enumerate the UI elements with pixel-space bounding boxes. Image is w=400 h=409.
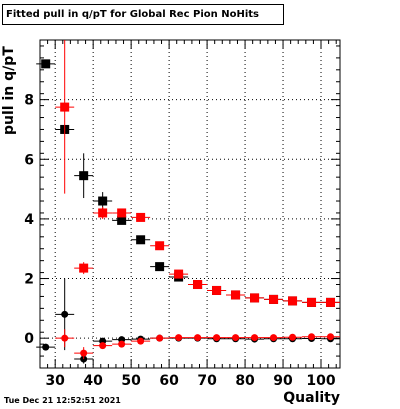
square-marker bbox=[79, 171, 89, 181]
data-point bbox=[264, 334, 284, 342]
circle-marker bbox=[118, 340, 126, 348]
data-point bbox=[112, 340, 132, 348]
square-marker bbox=[155, 241, 165, 251]
data-marks bbox=[36, 40, 340, 364]
circle-marker bbox=[137, 337, 145, 345]
chart-title: Fitted pull in q/pT for Global Rec Pion … bbox=[2, 4, 284, 25]
circle-marker bbox=[213, 334, 221, 342]
x-tick-label: 90 bbox=[273, 373, 293, 389]
data-point bbox=[55, 329, 75, 348]
circle-marker bbox=[289, 333, 297, 341]
data-point bbox=[245, 293, 265, 303]
data-point bbox=[74, 262, 94, 275]
circle-marker bbox=[80, 349, 88, 357]
square-marker bbox=[117, 208, 127, 218]
grid-lines bbox=[40, 40, 340, 368]
data-point bbox=[226, 334, 246, 342]
square-marker bbox=[174, 269, 184, 279]
data-point bbox=[302, 297, 322, 307]
y-tick-label: 8 bbox=[24, 93, 34, 109]
circle-marker bbox=[99, 342, 107, 350]
x-tick-label: 40 bbox=[83, 373, 103, 389]
circle-marker bbox=[194, 334, 202, 342]
square-marker bbox=[326, 297, 336, 307]
data-point bbox=[302, 333, 322, 341]
square-marker bbox=[79, 263, 89, 273]
square-marker bbox=[41, 59, 51, 69]
square-marker bbox=[212, 285, 222, 295]
data-point bbox=[207, 334, 227, 342]
circle-marker bbox=[327, 333, 335, 341]
y-tick-label: 2 bbox=[24, 272, 34, 288]
data-point bbox=[93, 206, 113, 219]
square-marker bbox=[231, 290, 241, 300]
axis-ticks bbox=[39, 40, 340, 369]
data-point bbox=[188, 280, 208, 290]
square-marker bbox=[98, 208, 108, 218]
data-point bbox=[188, 334, 208, 342]
square-marker bbox=[60, 102, 70, 112]
data-point bbox=[283, 296, 303, 306]
square-marker bbox=[307, 297, 317, 307]
circle-marker bbox=[270, 334, 278, 342]
circle-marker bbox=[232, 334, 240, 342]
data-point bbox=[226, 290, 246, 300]
y-axis-label: pull in q/pT bbox=[1, 46, 17, 135]
data-point bbox=[131, 235, 151, 245]
x-tick-label: 50 bbox=[121, 373, 141, 389]
data-point bbox=[93, 342, 113, 350]
square-marker bbox=[250, 293, 260, 303]
data-point bbox=[321, 333, 340, 341]
data-point bbox=[131, 337, 151, 345]
x-tick-label: 70 bbox=[197, 373, 217, 389]
y-tick-label: 4 bbox=[24, 212, 34, 228]
tick-labels: 30 40 50 60 70 80 90 100 0 2 4 6 8 bbox=[24, 93, 336, 389]
data-point bbox=[74, 347, 94, 360]
circle-marker bbox=[251, 334, 259, 342]
circle-marker bbox=[175, 334, 183, 342]
x-tick-label: 100 bbox=[306, 373, 335, 389]
square-marker bbox=[193, 280, 203, 290]
data-point bbox=[112, 215, 132, 225]
square-marker bbox=[155, 262, 165, 272]
data-point bbox=[207, 285, 227, 295]
circle-marker bbox=[42, 343, 50, 351]
data-point bbox=[169, 269, 189, 279]
data-point bbox=[169, 334, 189, 342]
data-point bbox=[112, 208, 132, 218]
y-tick-label: 6 bbox=[24, 152, 34, 168]
data-point bbox=[283, 333, 303, 341]
square-marker bbox=[117, 215, 127, 225]
x-tick-label: 80 bbox=[235, 373, 255, 389]
x-axis-label: Quality bbox=[283, 390, 340, 406]
circle-marker bbox=[61, 334, 69, 342]
data-point bbox=[264, 294, 284, 304]
data-point bbox=[150, 334, 170, 342]
plot-frame bbox=[39, 39, 341, 369]
square-marker bbox=[269, 294, 279, 304]
data-point bbox=[245, 334, 265, 342]
data-point bbox=[55, 40, 75, 194]
data-point bbox=[36, 59, 56, 69]
data-point bbox=[36, 343, 56, 351]
circle-marker bbox=[156, 334, 164, 342]
square-marker bbox=[136, 235, 146, 245]
data-point bbox=[74, 153, 94, 199]
square-marker bbox=[98, 196, 108, 206]
data-point bbox=[150, 241, 170, 251]
data-point bbox=[150, 262, 170, 272]
x-tick-label: 60 bbox=[159, 373, 179, 389]
square-marker bbox=[288, 296, 298, 306]
circle-marker bbox=[308, 333, 316, 341]
data-point bbox=[131, 212, 151, 222]
timestamp: Tue Dec 21 12:52:51 2021 bbox=[4, 396, 121, 405]
circle-marker bbox=[61, 310, 69, 318]
y-tick-label: 0 bbox=[24, 331, 34, 347]
square-marker bbox=[136, 212, 146, 222]
x-tick-label: 30 bbox=[45, 373, 65, 389]
data-point bbox=[321, 297, 340, 307]
